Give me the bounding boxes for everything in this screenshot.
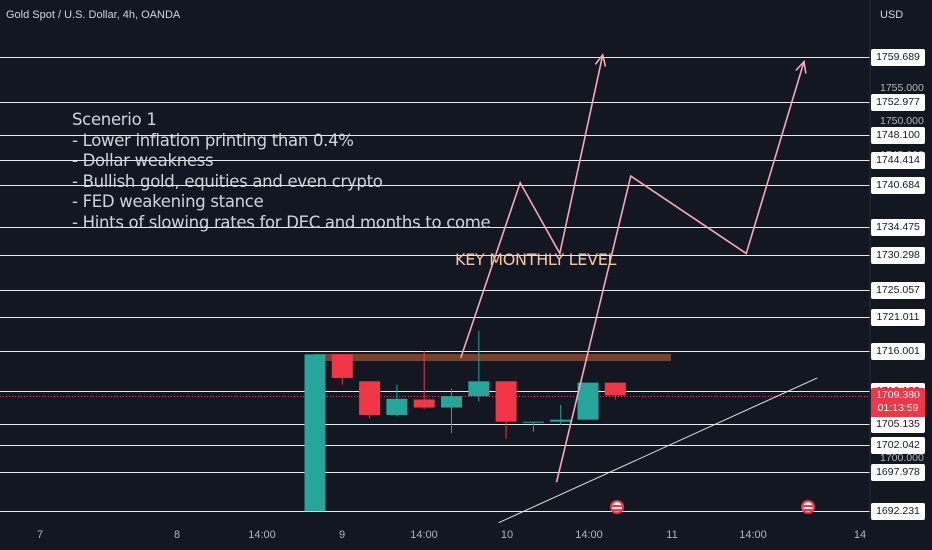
currency-label: USD — [880, 9, 904, 21]
price-tick: 1700.000 — [880, 451, 924, 464]
projection-path[interactable] — [555, 61, 805, 483]
time-tick: 9 — [338, 529, 346, 541]
candle-bullish[interactable] — [441, 396, 462, 408]
level-price-label[interactable]: 1692.231 — [871, 503, 925, 520]
projection-paths — [460, 53, 818, 524]
candle-bullish[interactable] — [304, 354, 326, 512]
key-level-band — [315, 354, 671, 361]
level-price-label[interactable]: 1725.057 — [871, 282, 925, 299]
time-tick: 11 — [666, 529, 678, 541]
level-price-label[interactable]: 1702.042 — [871, 437, 925, 454]
level-price-label[interactable]: 1748.100 — [871, 127, 925, 144]
level-price-label[interactable]: 1716.001 — [871, 343, 925, 360]
time-tick: 14:00 — [248, 529, 276, 541]
level-price-label[interactable]: 1734.475 — [871, 219, 925, 236]
candle-bearish[interactable] — [495, 381, 517, 422]
time-tick: 8 — [173, 529, 181, 541]
time-tick: 14:00 — [739, 529, 767, 541]
key-level-label[interactable]: KEY MONTHLY LEVEL — [455, 250, 617, 269]
candle-bearish[interactable] — [359, 381, 381, 415]
level-price-label[interactable]: 1759.689 — [871, 49, 925, 66]
horizontal-levels — [0, 57, 870, 512]
time-tick: 10 — [500, 529, 514, 541]
candle-bullish[interactable] — [468, 381, 490, 397]
projection-path[interactable] — [460, 54, 604, 359]
time-tick: 14:00 — [410, 529, 438, 541]
last-price-value: 1709.380 — [876, 389, 920, 401]
level-price-label[interactable]: 1752.977 — [871, 94, 925, 111]
candle-bullish[interactable] — [577, 382, 599, 420]
arrow-head-icon — [795, 59, 807, 74]
us-flag-event-icon[interactable] — [801, 500, 815, 514]
level-price-label[interactable]: 1705.135 — [871, 416, 925, 433]
price-tick: 1755.000 — [880, 81, 924, 94]
candle-bearish[interactable] — [413, 399, 435, 408]
trendline[interactable] — [498, 377, 818, 524]
symbol-title[interactable]: Gold Spot / U.S. Dollar, 4h, OANDA — [6, 9, 181, 21]
candles — [304, 330, 626, 512]
bar-countdown: 01:13:59 — [877, 402, 919, 414]
time-tick: 7 — [36, 529, 44, 541]
last-price-label[interactable]: 1709.380 01:13:59 — [871, 388, 925, 417]
arrow-head-icon — [594, 53, 607, 67]
level-price-label[interactable]: 1730.298 — [871, 247, 925, 264]
time-tick: 14 — [853, 529, 867, 541]
candle-bearish[interactable] — [331, 354, 353, 378]
level-price-label[interactable]: 1721.011 — [871, 309, 925, 326]
level-price-label[interactable]: 1740.684 — [871, 177, 925, 194]
level-price-label[interactable]: 1697.978 — [871, 464, 925, 481]
time-tick: 14:00 — [575, 529, 603, 541]
level-price-label[interactable]: 1744.414 — [871, 152, 925, 169]
candle-bullish[interactable] — [386, 398, 408, 415]
candle-bearish[interactable] — [604, 382, 626, 396]
candle-bullish[interactable] — [522, 421, 544, 423]
price-tick: 1750.000 — [880, 115, 924, 128]
scenario-note[interactable]: Scenerio 1 - Lower inflation printing th… — [72, 110, 491, 232]
candle-bullish[interactable] — [550, 419, 572, 422]
us-flag-event-icon[interactable] — [610, 500, 624, 514]
